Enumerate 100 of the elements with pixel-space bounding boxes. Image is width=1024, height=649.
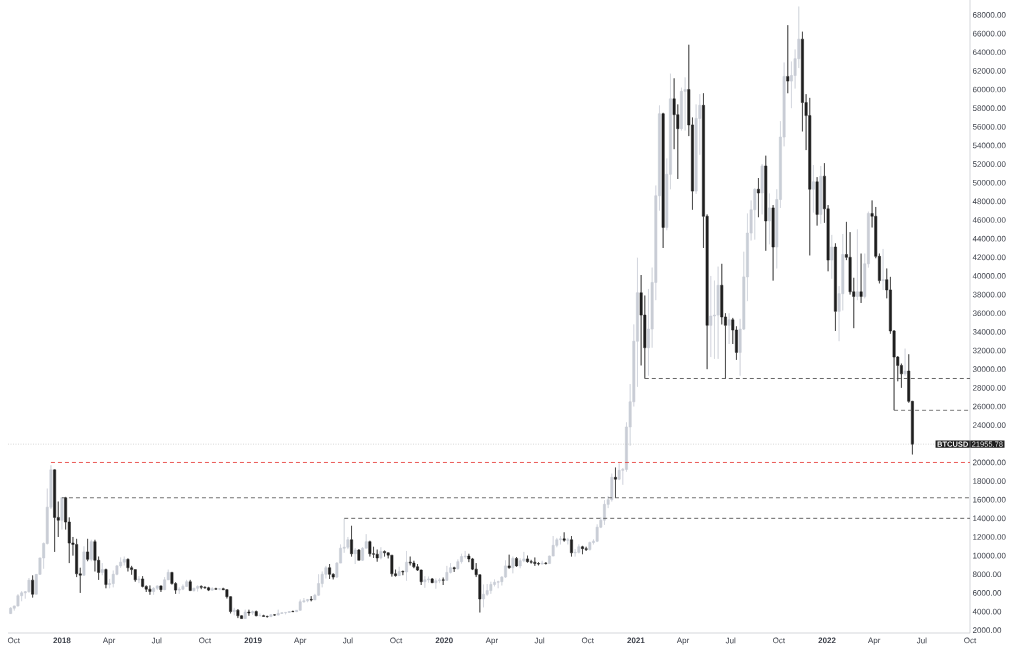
x-tick-label: 2021 bbox=[627, 637, 645, 644]
candlestick bbox=[243, 609, 247, 619]
candlestick bbox=[452, 566, 456, 573]
candlestick bbox=[100, 562, 104, 576]
candlestick bbox=[881, 248, 885, 291]
candlestick bbox=[152, 587, 156, 596]
candlestick bbox=[155, 585, 159, 591]
x-tick-label: Apr bbox=[294, 637, 307, 645]
candlestick bbox=[104, 568, 108, 589]
x-tick-label: Apr bbox=[676, 637, 690, 645]
candlestick bbox=[489, 581, 493, 595]
y-tick-label: 10000.00 bbox=[973, 552, 1006, 559]
candlestick bbox=[210, 587, 214, 591]
x-tick-label: 2019 bbox=[244, 637, 262, 644]
candlestick bbox=[126, 558, 130, 572]
candlestick bbox=[375, 549, 379, 562]
candlestick bbox=[570, 535, 573, 557]
y-tick-label: 4000.00 bbox=[972, 608, 1002, 615]
candlestick bbox=[830, 234, 834, 280]
candlestick bbox=[441, 577, 445, 586]
y-tick-label: 28000.00 bbox=[972, 384, 1006, 391]
y-tick-label: 42000.00 bbox=[972, 254, 1006, 261]
x-tick-label: Oct bbox=[581, 637, 594, 644]
candlestick bbox=[581, 545, 584, 555]
candlestick bbox=[614, 467, 617, 499]
y-tick-label: 14000.00 bbox=[973, 515, 1006, 522]
candlestick bbox=[284, 611, 287, 615]
x-tick-label: Jul bbox=[916, 637, 927, 644]
candlestick bbox=[280, 612, 284, 615]
candlestick bbox=[251, 610, 254, 616]
candlestick bbox=[188, 579, 192, 592]
candlestick bbox=[412, 560, 416, 569]
candlestick bbox=[298, 599, 302, 611]
y-tick-label: 26000.00 bbox=[972, 403, 1006, 410]
candlestick bbox=[265, 615, 269, 618]
candlestick bbox=[815, 176, 819, 226]
candlestick bbox=[482, 584, 485, 608]
candlestick bbox=[819, 165, 823, 225]
y-tick-label: 48000.00 bbox=[972, 198, 1006, 205]
candlestick bbox=[533, 557, 537, 567]
candlestick bbox=[544, 561, 548, 565]
candlestick bbox=[408, 556, 412, 566]
candlestick bbox=[430, 577, 434, 584]
candlestick bbox=[757, 177, 760, 218]
y-tick-label: 40000.00 bbox=[972, 273, 1006, 279]
y-tick-label: 12000.00 bbox=[973, 534, 1006, 540]
candlestick bbox=[661, 112, 665, 249]
candlestick bbox=[207, 586, 211, 592]
candlestick bbox=[617, 463, 621, 481]
candlestick bbox=[368, 540, 372, 557]
candlestick bbox=[434, 578, 438, 589]
y-tick-label: 62000.00 bbox=[972, 68, 1006, 74]
candlestick bbox=[236, 608, 240, 619]
candlestick bbox=[401, 570, 405, 576]
x-tick-label: Jul bbox=[151, 637, 162, 644]
candlestick bbox=[276, 609, 280, 616]
y-tick-label: 56000.00 bbox=[972, 123, 1006, 130]
candlestick bbox=[808, 97, 812, 256]
candlestick bbox=[203, 586, 207, 589]
candlestick bbox=[383, 550, 386, 557]
candlestick bbox=[31, 575, 35, 598]
y-tick-label: 20000.00 bbox=[972, 459, 1006, 466]
y-tick-label: 34000.00 bbox=[972, 329, 1006, 335]
candlestick bbox=[507, 554, 511, 569]
candlestick bbox=[588, 541, 592, 551]
y-tick-label: 32000.00 bbox=[972, 347, 1006, 354]
candlestick bbox=[353, 547, 357, 565]
candlestick bbox=[405, 550, 408, 582]
x-tick-label: Oct bbox=[199, 637, 212, 644]
candlestick bbox=[133, 569, 137, 583]
candlestick bbox=[771, 204, 775, 281]
candlestick bbox=[559, 535, 562, 545]
candlestick bbox=[727, 312, 731, 345]
candlestick bbox=[306, 598, 309, 603]
candlestick bbox=[716, 266, 720, 360]
candlestick bbox=[577, 544, 581, 554]
x-tick-label: Oct bbox=[7, 637, 20, 644]
candlestick bbox=[833, 243, 837, 332]
y-tick-label: 18000.00 bbox=[973, 478, 1006, 484]
candlestick bbox=[262, 614, 265, 617]
candlestick bbox=[291, 610, 295, 613]
candlestick bbox=[328, 563, 331, 580]
candlestick bbox=[397, 566, 401, 576]
candlestick bbox=[148, 585, 152, 596]
candlestick bbox=[16, 593, 20, 607]
candlestick bbox=[515, 556, 518, 568]
candlestick bbox=[218, 587, 222, 591]
candlestick bbox=[683, 77, 687, 131]
y-tick-label: 46000.00 bbox=[972, 217, 1006, 223]
y-tick-label: 54000.00 bbox=[972, 142, 1006, 149]
candlestick bbox=[287, 610, 291, 614]
candlestick bbox=[537, 561, 540, 566]
candlestick bbox=[159, 585, 163, 593]
y-tick-label: 60000.00 bbox=[972, 86, 1006, 93]
candlestick bbox=[82, 546, 86, 576]
y-tick-label: 38000.00 bbox=[972, 291, 1006, 298]
x-tick-label: Oct bbox=[964, 637, 977, 644]
x-tick-label: 2020 bbox=[435, 637, 453, 644]
candlestick bbox=[709, 275, 713, 358]
candlestick bbox=[214, 587, 218, 590]
